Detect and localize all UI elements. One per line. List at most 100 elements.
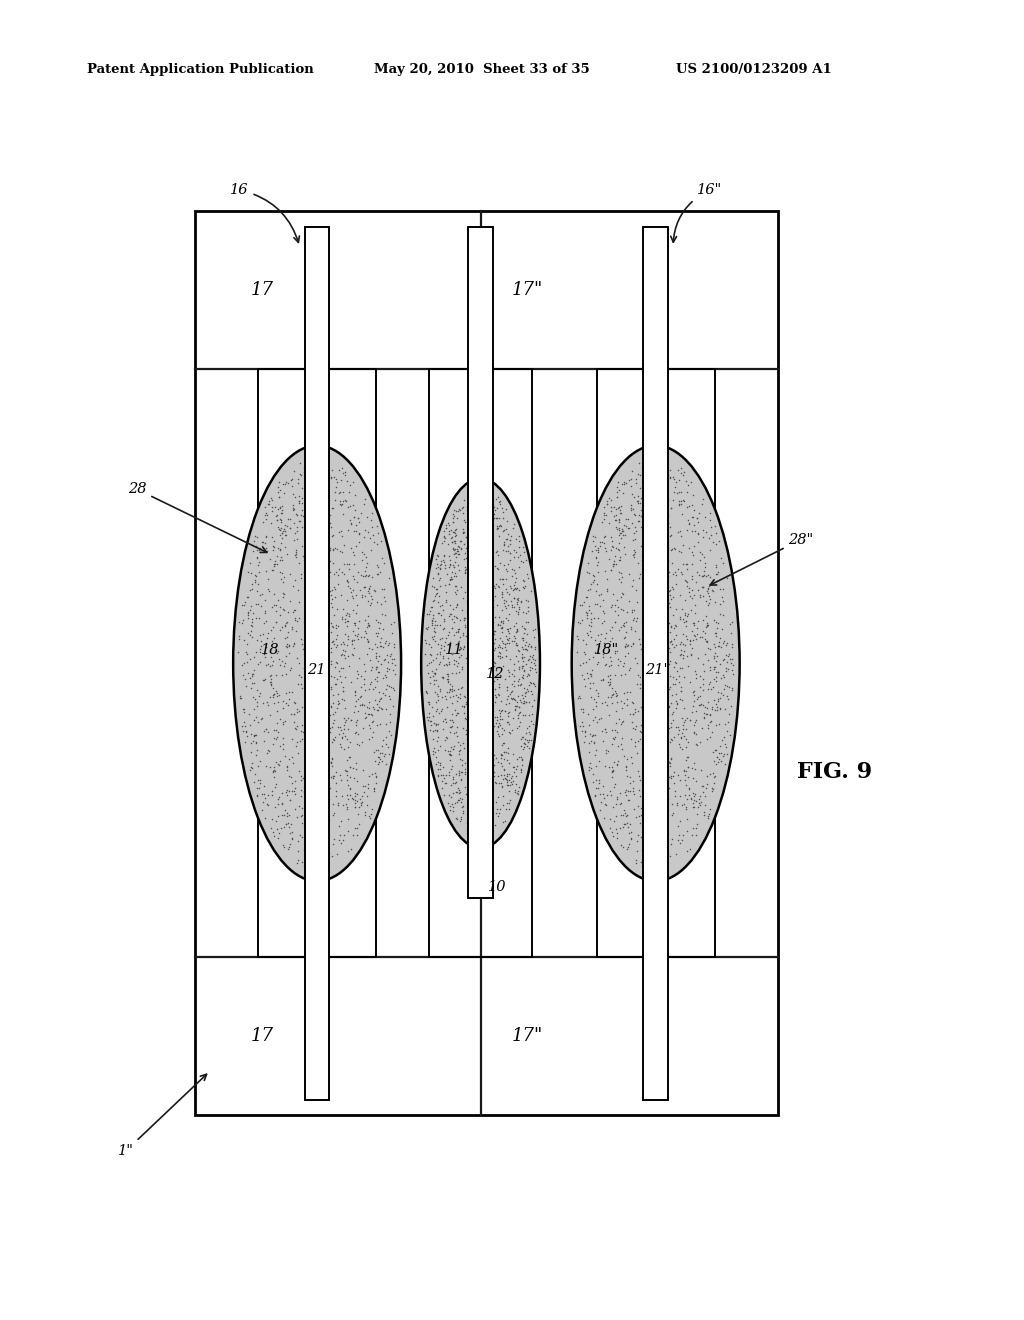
Point: [668, 690, 684, 711]
Point: [463, 791, 479, 812]
Point: [694, 627, 711, 648]
Text: 1": 1": [118, 1074, 207, 1158]
Point: [679, 820, 695, 841]
Point: [311, 622, 328, 643]
Point: [647, 647, 664, 668]
Point: [691, 792, 708, 813]
Point: [326, 577, 342, 598]
Point: [523, 680, 540, 701]
Point: [456, 521, 472, 543]
Point: [602, 672, 618, 693]
Point: [694, 668, 711, 689]
Point: [598, 494, 614, 515]
Point: [699, 615, 716, 636]
Point: [282, 517, 298, 539]
Point: [270, 640, 287, 661]
Point: [454, 797, 470, 818]
Point: [345, 553, 361, 574]
Point: [463, 565, 479, 586]
Point: [460, 568, 476, 589]
Point: [335, 491, 351, 512]
Point: [468, 656, 484, 677]
Point: [674, 503, 690, 524]
Point: [668, 615, 684, 636]
Point: [601, 756, 617, 777]
Point: [250, 594, 266, 615]
Point: [370, 556, 386, 577]
Point: [685, 484, 701, 506]
Point: [484, 577, 501, 598]
Point: [302, 664, 318, 685]
Point: [604, 536, 621, 557]
Point: [705, 581, 721, 602]
Point: [339, 737, 355, 758]
Point: [628, 807, 644, 828]
Point: [323, 665, 339, 686]
Point: [518, 611, 535, 632]
Point: [313, 652, 330, 673]
Point: [473, 764, 489, 785]
Point: [348, 759, 365, 780]
Point: [270, 822, 287, 843]
Point: [697, 506, 714, 527]
Point: [452, 626, 468, 647]
Point: [458, 648, 474, 669]
Point: [430, 634, 446, 655]
Point: [288, 735, 304, 756]
Point: [323, 696, 339, 717]
Point: [368, 656, 384, 677]
Point: [625, 599, 641, 620]
Point: [329, 471, 345, 492]
Point: [478, 543, 495, 564]
Point: [482, 690, 499, 711]
Point: [279, 636, 295, 657]
Point: [355, 576, 372, 597]
Point: [309, 789, 326, 810]
Point: [685, 685, 701, 706]
Point: [618, 635, 635, 656]
Point: [646, 772, 663, 793]
Point: [439, 647, 456, 668]
Point: [445, 653, 462, 675]
Point: [509, 590, 525, 611]
Point: [460, 517, 476, 539]
Point: [520, 590, 537, 611]
Point: [636, 808, 652, 829]
Point: [381, 568, 397, 589]
Point: [673, 726, 689, 747]
Point: [295, 722, 311, 743]
Point: [613, 727, 630, 748]
Point: [496, 656, 512, 677]
Point: [614, 656, 631, 677]
Point: [343, 586, 359, 607]
Point: [608, 805, 625, 826]
Point: [690, 579, 707, 601]
Point: [333, 719, 349, 741]
Point: [631, 568, 647, 589]
Point: [374, 578, 390, 599]
Point: [650, 820, 667, 841]
Point: [461, 527, 477, 548]
Point: [445, 680, 462, 701]
Point: [691, 564, 708, 585]
Point: [430, 653, 446, 675]
Point: [305, 540, 322, 561]
Point: [572, 715, 589, 737]
Point: [682, 671, 698, 692]
Point: [708, 564, 724, 585]
Point: [260, 694, 276, 715]
Point: [685, 696, 701, 717]
Point: [612, 664, 629, 685]
Point: [696, 564, 713, 585]
Point: [630, 824, 646, 845]
Point: [360, 581, 377, 602]
Point: [256, 590, 272, 611]
Point: [656, 449, 673, 470]
Point: [708, 700, 724, 721]
Point: [336, 634, 352, 655]
Point: [618, 602, 635, 623]
Point: [473, 693, 489, 714]
Point: [698, 631, 715, 652]
Point: [267, 810, 284, 832]
Point: [522, 723, 539, 744]
